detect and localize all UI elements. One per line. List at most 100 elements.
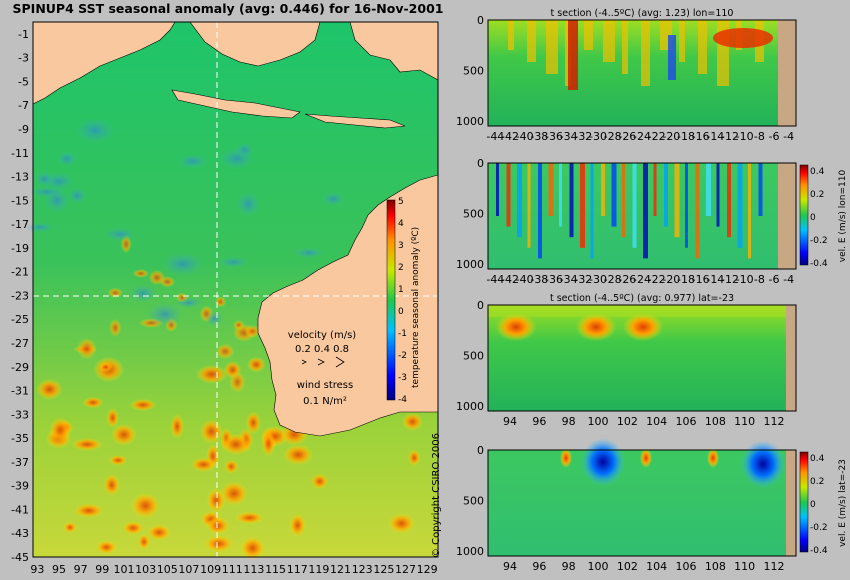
map-y-tick-label: -31 bbox=[11, 385, 29, 398]
map-colorbar-ticks: 5 4 3 2 1 0 -1 -2 -3 -4 bbox=[398, 197, 407, 405]
panel-x-tick-label: -30 bbox=[589, 130, 607, 143]
panel-x-tick-label: 100 bbox=[588, 415, 609, 428]
panel-x-tick-label: -26 bbox=[618, 130, 636, 143]
panel-y-tick-label: 0 bbox=[477, 299, 484, 312]
panel-x-tick-label: -6 bbox=[769, 273, 780, 286]
section-panel-2: 05001000-44-42-40-38-36-34-32-30-28-26-2… bbox=[456, 157, 848, 286]
panel-x-tick-label: 100 bbox=[588, 560, 609, 573]
map-x-tick-label: 117 bbox=[287, 563, 308, 576]
panel-y-tick-label: 1000 bbox=[456, 115, 484, 128]
cbar-tick: 1 bbox=[398, 285, 404, 295]
map-x-tick-label: 105 bbox=[157, 563, 178, 576]
java-land bbox=[171, 89, 301, 119]
panel-x-tick-label: 110 bbox=[734, 415, 755, 428]
wind-legend-value: 0.1 N/m² bbox=[303, 396, 347, 407]
cbar-tick: -2 bbox=[398, 351, 407, 361]
map-x-tick-label: 95 bbox=[52, 563, 66, 576]
map-x-ticks: 93 95 97 99 101 103 105 107 109 111 113 115 117 119 12… bbox=[30, 563, 437, 576]
main-title: SPINUP4 SST seasonal anomaly (avg: 0.446… bbox=[13, 1, 444, 16]
copyright-text: © Copyright CSIRO 2006 bbox=[431, 433, 442, 558]
panel-y-tick-label: 1000 bbox=[456, 545, 484, 558]
panel-x-tick-label: -40 bbox=[516, 130, 534, 143]
panel-frame bbox=[487, 162, 797, 270]
panel-x-tick-label: -42 bbox=[501, 273, 519, 286]
panel-x-tick-label: -16 bbox=[692, 130, 710, 143]
panel-x-tick-label: 96 bbox=[532, 560, 546, 573]
map-x-tick-label: 127 bbox=[395, 563, 416, 576]
panel-colorbar-bar bbox=[799, 164, 809, 266]
panel-frame bbox=[487, 19, 797, 127]
panel-y-tick-label: 1000 bbox=[456, 400, 484, 413]
map-colorbar bbox=[386, 199, 396, 401]
panel-features bbox=[488, 305, 796, 341]
panel-land bbox=[786, 450, 796, 556]
map-x-tick-label: 119 bbox=[308, 563, 329, 576]
panel-x-tick-label: -34 bbox=[560, 273, 578, 286]
panel-x-tick-label: 112 bbox=[764, 560, 785, 573]
map-y-tick-label: -37 bbox=[11, 456, 29, 469]
panel-cbar-tick: 0 bbox=[810, 500, 816, 510]
panel-cbar-tick: -0.2 bbox=[810, 236, 828, 246]
map-x-tick-label: 99 bbox=[95, 563, 109, 576]
panel-x-tick-label: 106 bbox=[676, 560, 697, 573]
panel-x-tick-label: -18 bbox=[677, 130, 695, 143]
panel-x-tick-label: -28 bbox=[604, 273, 622, 286]
panel-x-tick-label: -42 bbox=[501, 130, 519, 143]
sst-map: 5 4 3 2 1 0 -1 -2 -3 -4 temperature seas… bbox=[11, 21, 439, 576]
velocity-arrows-icon bbox=[301, 356, 345, 368]
map-y-tick-label: -33 bbox=[11, 408, 29, 421]
map-y-tick-label: -9 bbox=[18, 123, 29, 136]
panel-cbar-tick: -0.4 bbox=[810, 259, 828, 269]
cbar-tick: 3 bbox=[398, 241, 404, 251]
panel-cbar-tick: 0 bbox=[810, 213, 816, 223]
panel-x-tick-label: -10 bbox=[736, 273, 754, 286]
panel-x-tick-label: -20 bbox=[662, 273, 680, 286]
panel-y-tick-label: 1000 bbox=[456, 258, 484, 271]
panel-x-tick-label: -44 bbox=[486, 273, 504, 286]
map-y-tick-label: -5 bbox=[18, 75, 29, 88]
panel-cbar-tick: 0.2 bbox=[810, 190, 824, 200]
map-y-tick-label: -19 bbox=[11, 242, 29, 255]
map-x-tick-label: 123 bbox=[352, 563, 373, 576]
map-y-tick-label: -27 bbox=[11, 337, 29, 350]
cbar-tick: 2 bbox=[398, 263, 404, 273]
map-y-tick-label: -15 bbox=[11, 194, 29, 207]
panel-x-tick-label: -22 bbox=[648, 273, 666, 286]
map-x-tick-label: 107 bbox=[178, 563, 199, 576]
map-y-tick-label: -1 bbox=[18, 28, 29, 41]
map-x-tick-label: 129 bbox=[417, 563, 438, 576]
panel-x-tick-label: -26 bbox=[618, 273, 636, 286]
panel-x-tick-label: -16 bbox=[692, 273, 710, 286]
panel-cbar-tick: 0.4 bbox=[810, 454, 825, 464]
map-frame bbox=[32, 21, 439, 558]
map-y-tick-label: -13 bbox=[11, 171, 29, 184]
panel-colorbar-label: vel. E (m/s) lon=110 bbox=[838, 170, 848, 263]
map-y-tick-label: -29 bbox=[11, 361, 29, 374]
panel-x-tick-label: -8 bbox=[754, 130, 765, 143]
map-y-tick-label: -17 bbox=[11, 218, 29, 231]
wind-legend-title: wind stress bbox=[297, 380, 353, 391]
map-y-tick-label: -45 bbox=[11, 551, 29, 564]
panel-y-tick-label: 500 bbox=[463, 207, 484, 220]
cbar-tick: 0 bbox=[398, 307, 404, 317]
panel-y-tick-label: 500 bbox=[463, 494, 484, 507]
map-x-tick-label: 109 bbox=[200, 563, 221, 576]
panel-x-tick-label: -12 bbox=[721, 130, 739, 143]
panel-x-tick-label: -36 bbox=[545, 273, 563, 286]
cbar-tick: -1 bbox=[398, 329, 407, 339]
cbar-tick: 5 bbox=[398, 197, 404, 207]
panel-features bbox=[508, 20, 773, 90]
panel-land bbox=[786, 305, 796, 411]
panel-x-tick-label: 108 bbox=[705, 415, 726, 428]
map-x-tick-label: 97 bbox=[74, 563, 88, 576]
map-y-tick-label: -11 bbox=[11, 147, 29, 160]
panel-y-tick-label: 0 bbox=[477, 444, 484, 457]
map-x-tick-label: 103 bbox=[135, 563, 156, 576]
panel-x-tick-label: -32 bbox=[574, 130, 592, 143]
map-y-ticks: -1 -3 -5 -7 -9 -11 -13 -15 -17 -19 -21 -23 -25 -27 -29… bbox=[11, 28, 29, 564]
panel-x-tick-label: -32 bbox=[574, 273, 592, 286]
panel-y-tick-label: 500 bbox=[463, 64, 484, 77]
map-colorbar-label: temperature seasonal anomaly (ºC) bbox=[411, 227, 421, 388]
panel-x-tick-label: -14 bbox=[706, 273, 724, 286]
